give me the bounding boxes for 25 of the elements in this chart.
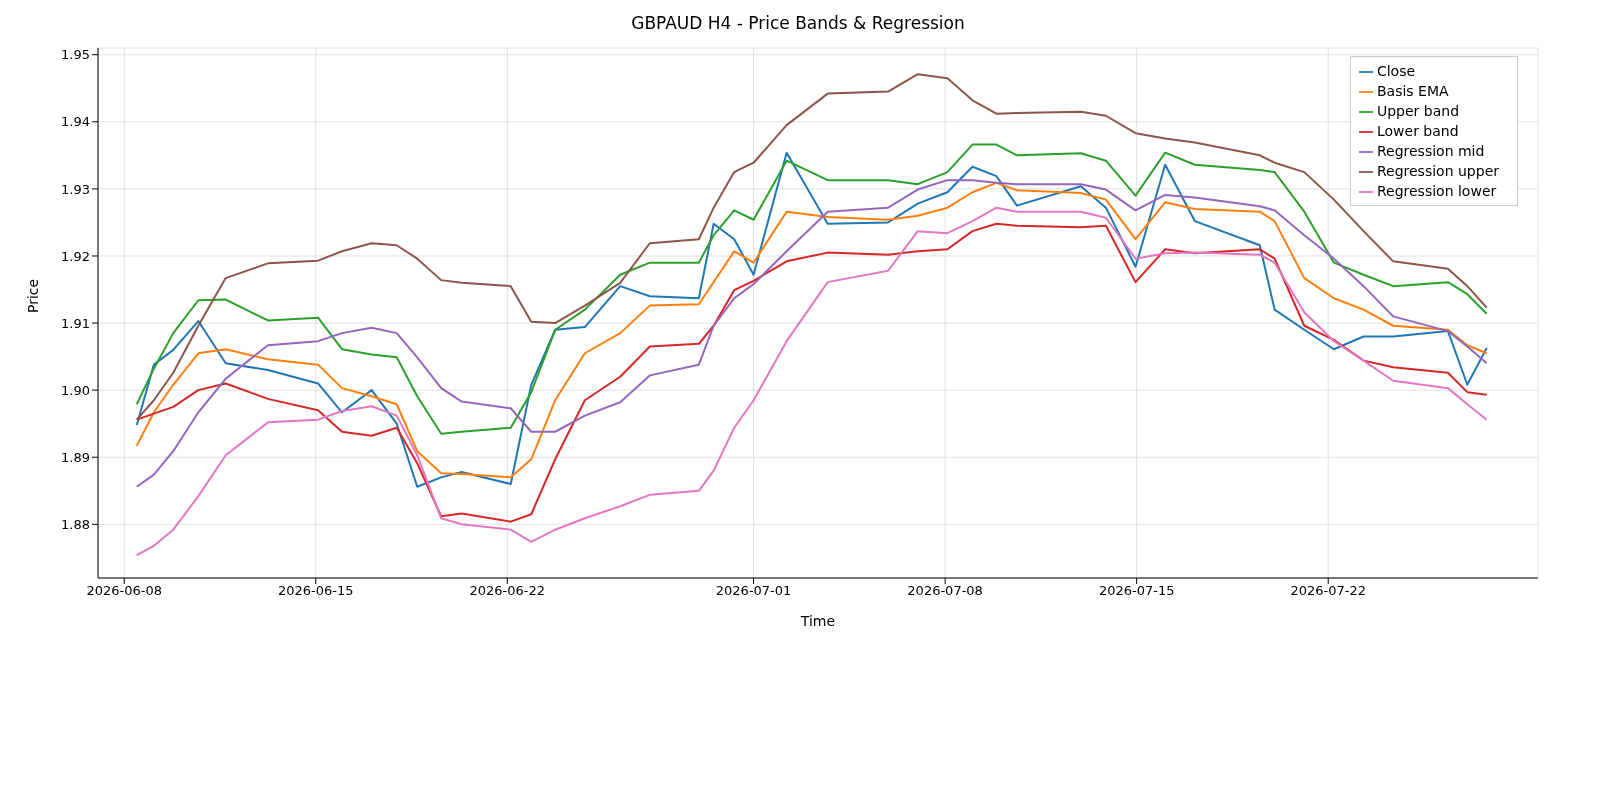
x-axis-title: Time [799, 613, 836, 629]
legend-label: Regression upper [1376, 163, 1499, 179]
y-tick-label: 1.91 [61, 315, 90, 331]
legend-label: Regression mid [1376, 143, 1485, 159]
legend-label: Upper band [1376, 103, 1460, 119]
legend-label: Close [1376, 63, 1416, 79]
x-tick-label: 2026-07-01 [715, 583, 792, 599]
legend-label: Regression lower [1376, 183, 1497, 199]
x-tick-label: 2026-07-08 [907, 583, 983, 599]
chart-title: GBPAUD H4 - Price Bands & Regression [630, 12, 966, 35]
x-tick-label: 2026-07-15 [1098, 583, 1175, 599]
legend-label: Basis EMA [1376, 83, 1449, 99]
y-tick-label: 1.90 [61, 382, 90, 398]
y-tick-label: 1.88 [61, 516, 90, 532]
x-tick-label: 2026-06-08 [86, 583, 162, 599]
legend-label: Lower band [1376, 123, 1459, 139]
x-tick-label: 2026-07-22 [1290, 583, 1366, 599]
y-tick-label: 1.93 [61, 181, 90, 197]
y-tick-label: 1.89 [61, 449, 90, 465]
y-axis-title: Price [24, 278, 41, 313]
x-tick-label: 2026-06-15 [277, 583, 354, 599]
y-tick-label: 1.94 [61, 114, 90, 130]
x-tick-label: 2026-06-22 [469, 583, 546, 599]
y-tick-label: 1.92 [61, 248, 90, 264]
y-tick-label: 1.95 [61, 47, 90, 63]
